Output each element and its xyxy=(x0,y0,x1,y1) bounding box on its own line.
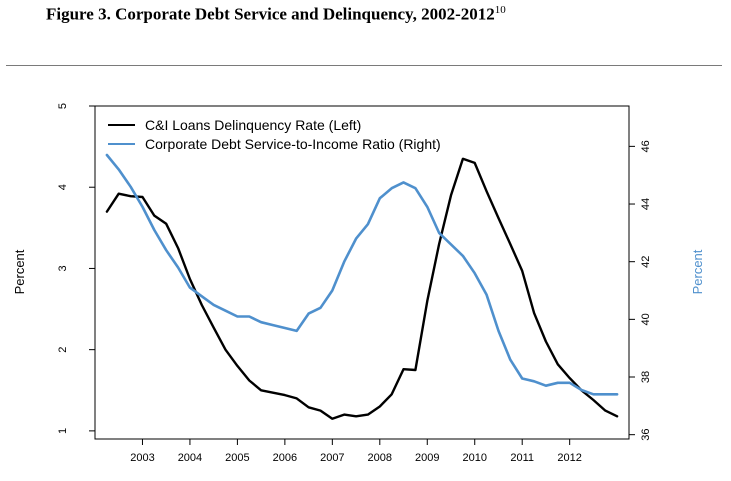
plot-frame xyxy=(94,105,630,440)
x-tick-label: 2003 xyxy=(130,452,154,464)
x-tick-label: 2012 xyxy=(557,452,581,464)
left-tick-label: 1 xyxy=(57,428,69,434)
series-line-right xyxy=(105,153,619,396)
right-y-axis: 36 38 40 42 44 46 xyxy=(629,140,652,441)
title-footnote: 10 xyxy=(494,4,506,16)
right-tick-label: 40 xyxy=(640,313,652,325)
x-tick-label: 2011 xyxy=(510,452,534,464)
left-tick-label: 4 xyxy=(57,184,69,190)
right-tick-label: 42 xyxy=(640,256,652,268)
right-tick-label: 36 xyxy=(640,429,652,441)
x-tick-label: 2005 xyxy=(225,452,249,464)
right-tick-label: 46 xyxy=(640,140,652,152)
x-tick-label: 2007 xyxy=(320,452,344,464)
page-title: Figure 3. Corporate Debt Service and Del… xyxy=(46,4,506,25)
title-divider xyxy=(6,65,722,66)
series-line-left xyxy=(105,157,619,420)
left-tick-label: 2 xyxy=(57,347,69,353)
left-y-axis: 1 2 3 4 5 xyxy=(57,103,95,434)
left-axis-label: Percent xyxy=(12,249,27,294)
x-tick-label: 2004 xyxy=(178,452,202,464)
x-tick-label: 2006 xyxy=(273,452,297,464)
right-tick-label: 44 xyxy=(640,198,652,210)
series-layer xyxy=(105,153,619,420)
legend-label-right-series: Corporate Debt Service-to-Income Ratio (… xyxy=(145,136,441,152)
legend: C&I Loans Delinquency Rate (Left) Corpor… xyxy=(108,117,441,152)
right-tick-label: 38 xyxy=(640,371,652,383)
x-tick-label: 2008 xyxy=(368,452,392,464)
title-text: Figure 3. Corporate Debt Service and Del… xyxy=(46,4,495,24)
x-tick-label: 2010 xyxy=(462,452,486,464)
x-axis: 2003 2004 2005 2006 2007 2008 2009 2010 2011 2012 xyxy=(130,439,582,464)
x-tick-label: 2009 xyxy=(415,452,439,464)
left-tick-label: 5 xyxy=(57,103,69,109)
legend-label-left-series: C&I Loans Delinquency Rate (Left) xyxy=(145,117,361,133)
left-tick-label: 3 xyxy=(57,265,69,271)
right-axis-label: Percent xyxy=(690,249,705,294)
